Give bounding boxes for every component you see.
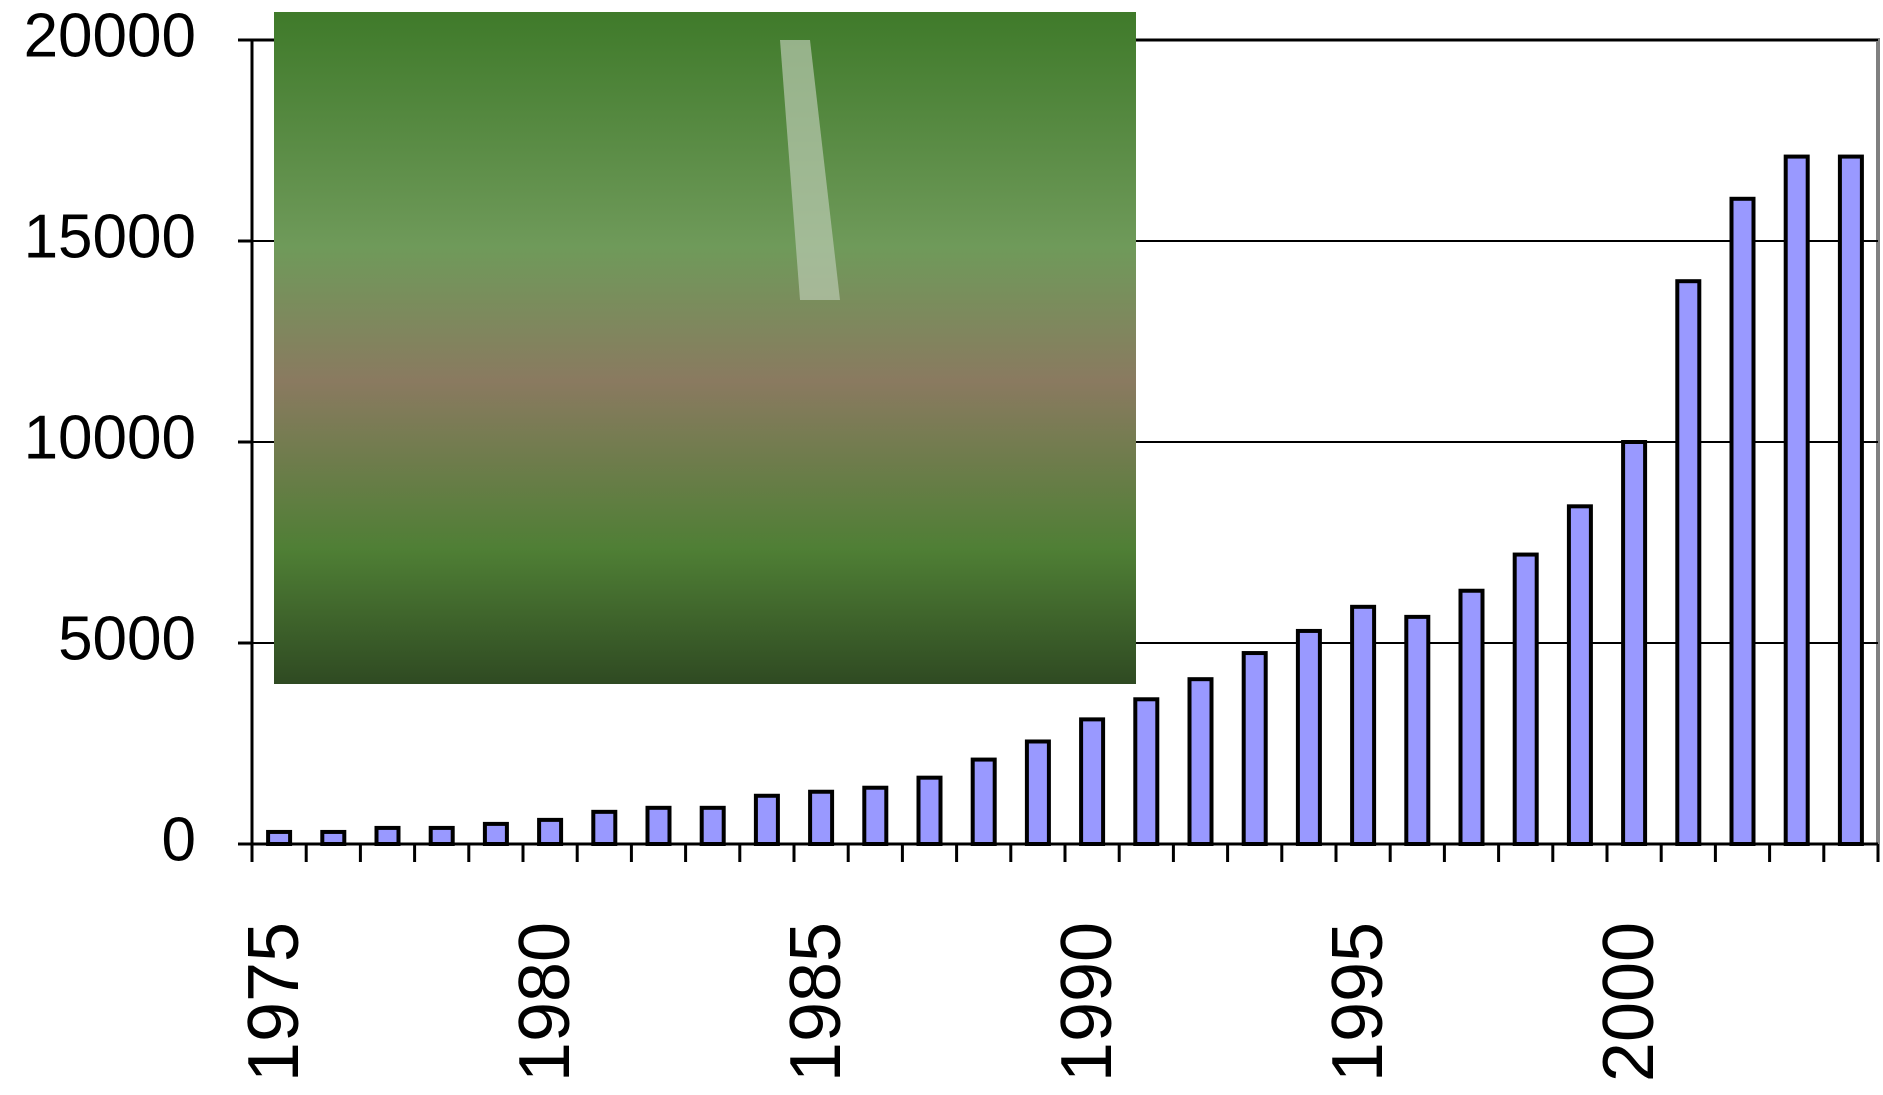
bar	[1406, 617, 1428, 844]
bar	[1244, 653, 1266, 844]
bar	[1135, 699, 1157, 844]
bar	[648, 808, 670, 844]
y-tick-label: 5000	[58, 604, 196, 673]
bar	[756, 796, 778, 844]
x-tick-label: 1985	[776, 922, 856, 1082]
y-tick-label: 10000	[24, 403, 196, 472]
bar	[1515, 555, 1537, 844]
bar	[973, 760, 995, 844]
page: {"chart_data": {"type": "bar", "categori…	[0, 0, 1883, 1095]
x-tick-label: 2000	[1589, 922, 1669, 1082]
bar	[1190, 679, 1212, 844]
bar	[485, 824, 507, 844]
bar	[1352, 607, 1374, 844]
bar	[1840, 157, 1862, 844]
y-tick-label: 20000	[24, 1, 196, 70]
bar	[1677, 281, 1699, 844]
bar	[919, 778, 941, 844]
bar	[1623, 442, 1645, 844]
chart: 0 5000 10000 15000 20000 1975 1980 1985 1990 1995…	[0, 0, 1883, 1095]
bar	[322, 832, 344, 844]
x-tick-label: 1995	[1318, 922, 1398, 1082]
bar	[702, 808, 724, 844]
bar	[864, 788, 886, 844]
x-tick-label: 1980	[505, 922, 585, 1082]
y-tick-label: 15000	[24, 202, 196, 271]
bar	[1569, 506, 1591, 844]
bar	[1786, 157, 1808, 844]
bar	[1081, 719, 1103, 844]
x-tick-label: 1975	[234, 922, 314, 1082]
bar	[593, 812, 615, 844]
bar	[1732, 199, 1754, 844]
y-tick-label: 0	[162, 805, 196, 874]
x-tick-label: 1990	[1047, 922, 1127, 1082]
bar	[377, 828, 399, 844]
bar	[1461, 591, 1483, 844]
bar	[268, 832, 290, 844]
bar	[1298, 631, 1320, 844]
bar	[431, 828, 453, 844]
bar	[810, 792, 832, 844]
bar	[1027, 741, 1049, 844]
photo	[274, 12, 1136, 684]
bar	[539, 820, 561, 844]
